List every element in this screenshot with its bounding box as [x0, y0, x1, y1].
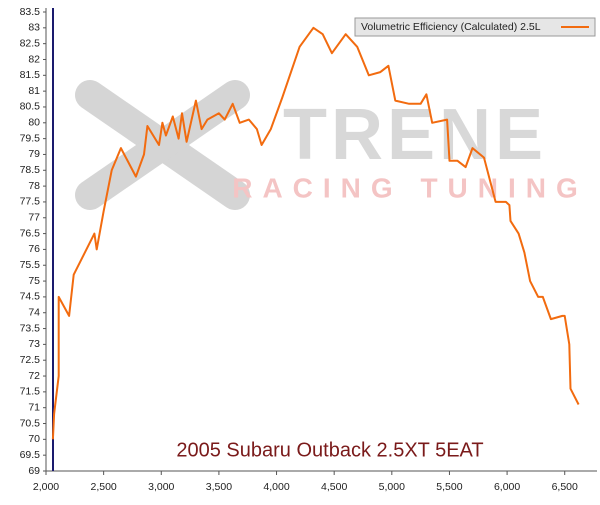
x-tick-label: 2,000	[33, 481, 59, 493]
y-tick-label: 82.5	[20, 37, 41, 49]
watermark-tagline: RACING TUNING	[232, 172, 588, 203]
chart-title: 2005 Subaru Outback 2.5XT 5EAT	[176, 439, 483, 461]
y-tick-label: 80.5	[20, 101, 41, 113]
y-tick-label: 83.5	[20, 6, 41, 18]
watermark	[75, 80, 250, 210]
x-tick-label: 4,500	[321, 481, 347, 493]
y-tick-label: 77	[28, 212, 40, 224]
x-tick-label: 5,500	[436, 481, 462, 493]
y-tick-label: 71.5	[20, 386, 41, 398]
y-tick-label: 72	[28, 370, 40, 382]
y-tick-label: 82	[28, 53, 40, 65]
logo-x	[75, 80, 250, 210]
y-tick-label: 69	[28, 465, 40, 477]
y-tick-label: 76.5	[20, 227, 41, 239]
x-tick-label: 3,000	[148, 481, 174, 493]
y-tick-label: 79	[28, 148, 40, 160]
y-tick-label: 78.5	[20, 164, 41, 176]
y-tick-label: 81	[28, 85, 40, 97]
x-tick-label: 3,500	[206, 481, 232, 493]
y-tick-label: 74	[28, 307, 40, 319]
y-tick-label: 79.5	[20, 132, 41, 144]
y-tick-label: 81.5	[20, 69, 41, 81]
y-tick-label: 75.5	[20, 259, 41, 271]
y-tick-label: 71	[28, 401, 40, 413]
y-tick-label: 83	[28, 22, 40, 34]
x-tick-label: 4,000	[263, 481, 289, 493]
y-tick-label: 76	[28, 243, 40, 255]
legend-label: Volumetric Efficiency (Calculated) 2.5L	[361, 21, 541, 33]
y-tick-label: 72.5	[20, 354, 41, 366]
x-tick-label: 2,500	[90, 481, 116, 493]
y-tick-label: 70.5	[20, 417, 41, 429]
x-tick-label: 6,000	[494, 481, 520, 493]
watermark-brand: TRENE	[283, 95, 547, 175]
x-tick-label: 5,000	[379, 481, 405, 493]
y-tick-label: 77.5	[20, 196, 41, 208]
y-tick-label: 80	[28, 117, 40, 129]
logo-x	[75, 80, 250, 210]
legend-box	[354, 17, 596, 37]
x-tick-label: 6,500	[552, 481, 578, 493]
y-tick-label: 73	[28, 338, 40, 350]
y-tick-label: 74.5	[20, 291, 41, 303]
y-tick-label: 70	[28, 433, 40, 445]
y-tick-label: 69.5	[20, 449, 41, 461]
y-tick-label: 78	[28, 180, 40, 192]
y-tick-label: 73.5	[20, 322, 41, 334]
data-line	[51, 26, 580, 440]
y-tick-label: 75	[28, 275, 40, 287]
